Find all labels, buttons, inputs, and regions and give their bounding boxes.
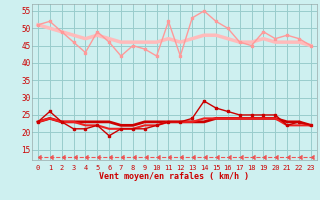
X-axis label: Vent moyen/en rafales ( km/h ): Vent moyen/en rafales ( km/h )	[100, 172, 249, 181]
